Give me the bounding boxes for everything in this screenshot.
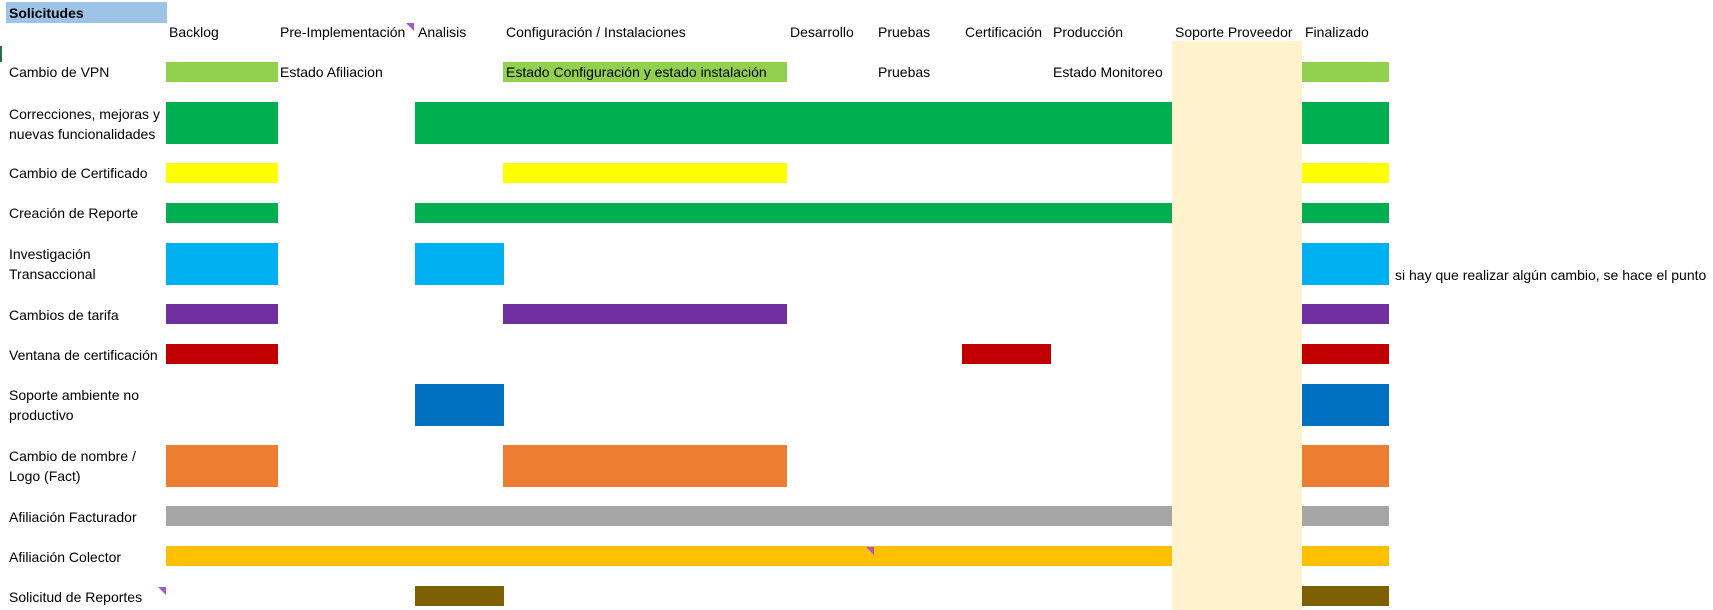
cambio-vpn-backlog-bar[interactable] [166,62,278,82]
header-certificacion[interactable]: Certificación [965,24,1043,40]
soporte-ambiente-finalizado-bar[interactable] [1302,384,1389,426]
cambio-vpn-finalizado-bar[interactable] [1302,62,1389,82]
header-pruebas[interactable]: Pruebas [878,24,931,40]
row-label-investigacion-transaccional[interactable]: Investigación Transaccional [9,246,96,282]
header-finalizado[interactable]: Finalizado [1305,24,1369,40]
cambio-nombre-backlog-bar[interactable] [166,445,278,487]
creacion-reporte-progress-bar[interactable] [415,203,1172,223]
comment-indicator-solicitud-reportes[interactable] [158,587,166,595]
sheet-title: Solicitudes [9,5,84,21]
creacion-reporte-finalizado-bar[interactable] [1302,203,1389,223]
header-analisis[interactable]: Analisis [418,24,467,40]
cambio-nombre-configuracion-bar[interactable] [503,445,787,487]
correcciones-finalizado-bar[interactable] [1302,102,1389,144]
solicitud-reportes-analisis-bar[interactable] [415,586,504,606]
header-desarrollo[interactable]: Desarrollo [790,24,854,40]
correcciones-progress-bar[interactable] [415,102,1172,144]
afiliacion-facturador-finalizado-bar[interactable] [1302,506,1389,526]
row-label-cambio-vpn[interactable]: Cambio de VPN [9,64,110,80]
row-header-edge [0,0,4,610]
investigacion-backlog-bar[interactable] [166,243,278,285]
title-cell[interactable]: Solicitudes [6,2,167,23]
investigacion-analisis-bar[interactable] [415,243,504,285]
afiliacion-facturador-progress-bar[interactable] [166,506,1172,526]
row-label-solicitud-reportes[interactable]: Solicitud de Reportes [9,589,143,605]
row-label-correcciones[interactable]: Correcciones, mejoras y nuevas funcional… [9,106,160,142]
cambio-vpn-configuracion-bar[interactable] [503,62,787,82]
ventana-certificacion-backlog-bar[interactable] [166,344,278,364]
cambios-tarifa-backlog-bar[interactable] [166,304,278,324]
support-provider-column-fill [1172,41,1302,610]
investigacion-note[interactable]: si hay que realizar algún cambio, se hac… [1395,267,1707,283]
afiliacion-colector-finalizado-bar[interactable] [1302,546,1389,566]
active-row-marker [0,46,2,62]
cambio-certificado-configuracion-bar[interactable] [503,163,787,183]
cambio-vpn-pruebas-text[interactable]: Pruebas [878,64,931,80]
header-configuracion-instalaciones[interactable]: Configuración / Instalaciones [506,24,686,40]
soporte-ambiente-analisis-bar[interactable] [415,384,504,426]
solicitud-reportes-finalizado-bar[interactable] [1302,586,1389,606]
row-label-ventana-certificacion[interactable]: Ventana de certificación [9,347,158,363]
cambios-tarifa-finalizado-bar[interactable] [1302,304,1389,324]
cambio-certificado-backlog-bar[interactable] [166,163,278,183]
ventana-certificacion-certificacion-bar[interactable] [962,344,1051,364]
header-soporte-proveedor[interactable]: Soporte Proveedor [1175,24,1293,40]
creacion-reporte-backlog-bar[interactable] [166,203,278,223]
cambio-nombre-finalizado-bar[interactable] [1302,445,1389,487]
cambios-tarifa-configuracion-bar[interactable] [503,304,787,324]
header-produccion[interactable]: Producción [1053,24,1124,40]
cambio-vpn-preimplementacion-text[interactable]: Estado Afiliacion [280,64,383,80]
ventana-certificacion-finalizado-bar[interactable] [1302,344,1389,364]
comment-indicator-afiliacion-colector[interactable] [866,547,874,555]
row-label-cambios-tarifa[interactable]: Cambios de tarifa [9,307,119,323]
row-label-cambio-certificado[interactable]: Cambio de Certificado [9,165,148,181]
correcciones-backlog-bar[interactable] [166,102,278,144]
header-backlog[interactable]: Backlog [169,24,219,40]
row-label-afiliacion-colector[interactable]: Afiliación Colector [9,549,122,565]
cambio-vpn-produccion-text[interactable]: Estado Monitoreo [1053,64,1163,80]
row-label-cambio-nombre-logo[interactable]: Cambio de nombre / Logo (Fact) [9,448,136,484]
row-label-soporte-ambiente[interactable]: Soporte ambiente no productivo [9,387,139,423]
cambio-certificado-finalizado-bar[interactable] [1302,163,1389,183]
row-label-creacion-reporte[interactable]: Creación de Reporte [9,205,139,221]
afiliacion-colector-progress-bar[interactable] [166,546,1172,566]
header-pre-implementacion[interactable]: Pre-Implementación [280,24,406,40]
investigacion-finalizado-bar[interactable] [1302,243,1389,285]
cambio-vpn-configuracion-text[interactable]: Estado Configuración y estado instalació… [506,64,767,80]
row-label-afiliacion-facturador[interactable]: Afiliación Facturador [9,509,137,525]
comment-indicator-analisis[interactable] [406,23,414,31]
